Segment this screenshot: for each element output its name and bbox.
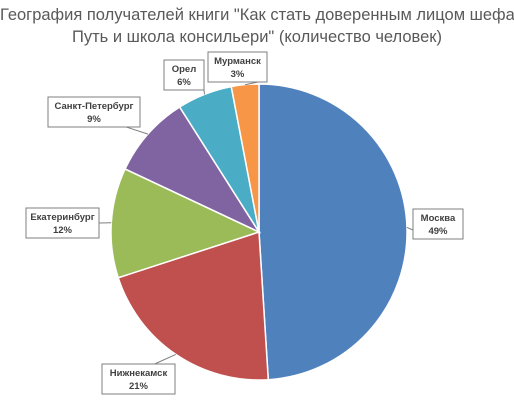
data-label-2: Нижнекамск 21% [101, 363, 176, 395]
data-label-category: Орел [172, 64, 197, 75]
data-label-6: Мурманск 3% [207, 51, 268, 83]
pie-slice-1 [258, 83, 408, 381]
chart-title-line-2: Путь и школа консильери" (количество чел… [71, 28, 443, 46]
data-label-box [412, 208, 464, 240]
data-label-category: Мурманск [214, 56, 261, 67]
data-label-category: Нижнекамск [110, 368, 168, 379]
data-label-box [25, 207, 100, 239]
leader-line-5 [203, 89, 205, 95]
chart-title: География получателей книги "Как стать д… [0, 4, 514, 48]
data-label-5: Орел 6% [163, 59, 205, 91]
data-label-4: Санкт-Петербург 9% [47, 96, 141, 128]
data-label-percent: 49% [428, 226, 448, 237]
data-label-percent: 6% [177, 77, 191, 88]
data-label-percent: 21% [129, 381, 149, 392]
leader-line-1 [406, 226, 414, 231]
pie-slice-4 [124, 106, 262, 234]
data-label-box [163, 59, 205, 91]
callout-leader-lines [98, 81, 414, 365]
data-label-box [47, 96, 141, 128]
data-label-category: Санкт-Петербург [55, 101, 134, 112]
data-label-3: Екатеринбург 12% [25, 207, 100, 239]
data-label-category: Москва [421, 213, 456, 224]
leader-line-4 [126, 126, 149, 135]
pie-slice-6 [230, 83, 260, 233]
data-label-1: Москва 49% [412, 208, 464, 240]
data-labels: Москва 49% Нижнекамск 21% Екатеринбург 12% Сан… [25, 51, 464, 395]
data-label-percent: 3% [231, 69, 245, 80]
data-label-percent: 9% [87, 114, 101, 125]
data-label-category: Екатеринбург [30, 212, 94, 223]
data-label-box [207, 51, 268, 83]
leader-line-2 [154, 353, 177, 365]
chart-title-line-1: География получателей книги "Как стать д… [0, 6, 514, 24]
data-label-box [101, 363, 176, 395]
pie-slices [110, 83, 408, 381]
pie-slice-2 [117, 230, 270, 381]
data-label-percent: 12% [53, 225, 73, 236]
